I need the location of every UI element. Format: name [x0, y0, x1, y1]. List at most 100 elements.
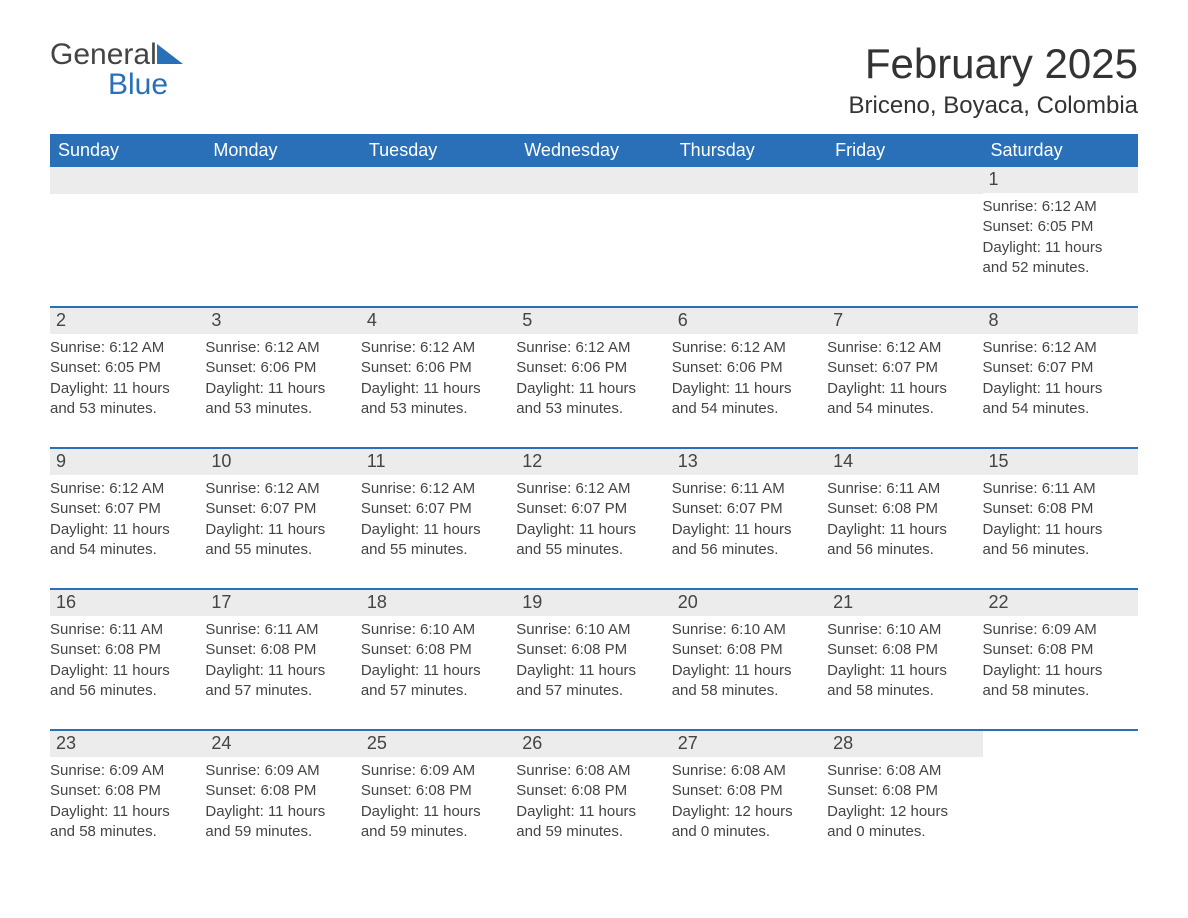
day-body: Sunrise: 6:11 AMSunset: 6:08 PMDaylight:…: [827, 475, 982, 564]
day-sunset: Sunset: 6:08 PM: [361, 781, 512, 801]
day-cell: [50, 167, 205, 282]
day-sunset: Sunset: 6:08 PM: [672, 781, 823, 801]
weekday-tuesday: Tuesday: [361, 134, 516, 167]
weeks-container: 1Sunrise: 6:12 AMSunset: 6:05 PMDaylight…: [50, 167, 1138, 846]
day-sunrise: Sunrise: 6:12 AM: [827, 338, 978, 358]
day-sunset: Sunset: 6:07 PM: [983, 358, 1134, 378]
day-daylight2: and 56 minutes.: [50, 681, 201, 701]
blank-day-bar: [361, 167, 516, 194]
day-sunrise: Sunrise: 6:09 AM: [205, 761, 356, 781]
calendar-grid: Sunday Monday Tuesday Wednesday Thursday…: [50, 134, 1138, 846]
day-body: Sunrise: 6:08 AMSunset: 6:08 PMDaylight:…: [672, 757, 827, 846]
day-daylight2: and 56 minutes.: [827, 540, 978, 560]
day-number: 16: [50, 590, 205, 616]
logo-text-blue: Blue: [50, 68, 168, 101]
day-cell: 12Sunrise: 6:12 AMSunset: 6:07 PMDayligh…: [516, 449, 671, 564]
day-daylight2: and 55 minutes.: [516, 540, 667, 560]
day-body: Sunrise: 6:12 AMSunset: 6:05 PMDaylight:…: [983, 193, 1138, 282]
day-sunset: Sunset: 6:07 PM: [205, 499, 356, 519]
day-daylight1: Daylight: 11 hours: [516, 520, 667, 540]
day-sunrise: Sunrise: 6:11 AM: [827, 479, 978, 499]
weekday-thursday: Thursday: [672, 134, 827, 167]
day-cell: [672, 167, 827, 282]
day-body: Sunrise: 6:08 AMSunset: 6:08 PMDaylight:…: [516, 757, 671, 846]
day-sunrise: Sunrise: 6:11 AM: [672, 479, 823, 499]
day-daylight2: and 56 minutes.: [672, 540, 823, 560]
day-sunrise: Sunrise: 6:12 AM: [983, 338, 1134, 358]
day-cell: 17Sunrise: 6:11 AMSunset: 6:08 PMDayligh…: [205, 590, 360, 705]
day-cell: 28Sunrise: 6:08 AMSunset: 6:08 PMDayligh…: [827, 731, 982, 846]
day-number: 21: [827, 590, 982, 616]
day-daylight1: Daylight: 11 hours: [516, 661, 667, 681]
day-daylight2: and 53 minutes.: [361, 399, 512, 419]
day-body: Sunrise: 6:09 AMSunset: 6:08 PMDaylight:…: [205, 757, 360, 846]
day-daylight2: and 54 minutes.: [983, 399, 1134, 419]
day-daylight1: Daylight: 11 hours: [983, 661, 1134, 681]
day-cell: 2Sunrise: 6:12 AMSunset: 6:05 PMDaylight…: [50, 308, 205, 423]
weekday-saturday: Saturday: [983, 134, 1138, 167]
day-sunset: Sunset: 6:08 PM: [827, 499, 978, 519]
day-daylight1: Daylight: 11 hours: [827, 379, 978, 399]
day-sunset: Sunset: 6:08 PM: [361, 640, 512, 660]
day-body: Sunrise: 6:10 AMSunset: 6:08 PMDaylight:…: [827, 616, 982, 705]
day-sunset: Sunset: 6:08 PM: [50, 640, 201, 660]
day-daylight2: and 56 minutes.: [983, 540, 1134, 560]
day-sunrise: Sunrise: 6:12 AM: [205, 479, 356, 499]
day-cell: 11Sunrise: 6:12 AMSunset: 6:07 PMDayligh…: [361, 449, 516, 564]
day-sunset: Sunset: 6:08 PM: [672, 640, 823, 660]
day-cell: 25Sunrise: 6:09 AMSunset: 6:08 PMDayligh…: [361, 731, 516, 846]
day-body: Sunrise: 6:09 AMSunset: 6:08 PMDaylight:…: [50, 757, 205, 846]
day-sunrise: Sunrise: 6:12 AM: [983, 197, 1134, 217]
day-sunrise: Sunrise: 6:11 AM: [983, 479, 1134, 499]
day-sunset: Sunset: 6:08 PM: [983, 499, 1134, 519]
day-number: 11: [361, 449, 516, 475]
day-cell: [205, 167, 360, 282]
day-number: 2: [50, 308, 205, 334]
day-sunset: Sunset: 6:07 PM: [672, 499, 823, 519]
day-cell: [361, 167, 516, 282]
day-cell: 6Sunrise: 6:12 AMSunset: 6:06 PMDaylight…: [672, 308, 827, 423]
title-block: February 2025 Briceno, Boyaca, Colombia: [849, 40, 1138, 120]
day-number: 6: [672, 308, 827, 334]
day-sunset: Sunset: 6:08 PM: [516, 781, 667, 801]
day-cell: 16Sunrise: 6:11 AMSunset: 6:08 PMDayligh…: [50, 590, 205, 705]
day-number: 15: [983, 449, 1138, 475]
week-row: 2Sunrise: 6:12 AMSunset: 6:05 PMDaylight…: [50, 306, 1138, 423]
day-daylight2: and 57 minutes.: [516, 681, 667, 701]
day-daylight1: Daylight: 11 hours: [983, 520, 1134, 540]
day-cell: 8Sunrise: 6:12 AMSunset: 6:07 PMDaylight…: [983, 308, 1138, 423]
day-body: Sunrise: 6:11 AMSunset: 6:08 PMDaylight:…: [50, 616, 205, 705]
day-daylight2: and 0 minutes.: [827, 822, 978, 842]
day-number: 22: [983, 590, 1138, 616]
day-sunrise: Sunrise: 6:08 AM: [672, 761, 823, 781]
day-sunrise: Sunrise: 6:12 AM: [516, 338, 667, 358]
day-daylight2: and 58 minutes.: [672, 681, 823, 701]
day-sunset: Sunset: 6:06 PM: [672, 358, 823, 378]
blank-day-bar: [516, 167, 671, 194]
day-sunrise: Sunrise: 6:09 AM: [50, 761, 201, 781]
day-body: Sunrise: 6:12 AMSunset: 6:06 PMDaylight:…: [672, 334, 827, 423]
day-sunset: Sunset: 6:07 PM: [516, 499, 667, 519]
day-sunset: Sunset: 6:08 PM: [827, 781, 978, 801]
day-cell: 18Sunrise: 6:10 AMSunset: 6:08 PMDayligh…: [361, 590, 516, 705]
day-cell: [827, 167, 982, 282]
day-cell: 21Sunrise: 6:10 AMSunset: 6:08 PMDayligh…: [827, 590, 982, 705]
day-cell: 4Sunrise: 6:12 AMSunset: 6:06 PMDaylight…: [361, 308, 516, 423]
day-body: Sunrise: 6:10 AMSunset: 6:08 PMDaylight:…: [516, 616, 671, 705]
day-daylight1: Daylight: 11 hours: [361, 802, 512, 822]
day-sunrise: Sunrise: 6:11 AM: [205, 620, 356, 640]
day-number: 25: [361, 731, 516, 757]
day-daylight1: Daylight: 11 hours: [361, 661, 512, 681]
day-sunrise: Sunrise: 6:10 AM: [361, 620, 512, 640]
day-sunset: Sunset: 6:08 PM: [516, 640, 667, 660]
day-sunrise: Sunrise: 6:12 AM: [50, 479, 201, 499]
day-body: Sunrise: 6:12 AMSunset: 6:07 PMDaylight:…: [827, 334, 982, 423]
day-daylight2: and 53 minutes.: [516, 399, 667, 419]
day-sunset: Sunset: 6:06 PM: [516, 358, 667, 378]
day-sunrise: Sunrise: 6:11 AM: [50, 620, 201, 640]
day-daylight1: Daylight: 12 hours: [827, 802, 978, 822]
weekday-sunday: Sunday: [50, 134, 205, 167]
day-body: Sunrise: 6:10 AMSunset: 6:08 PMDaylight:…: [361, 616, 516, 705]
day-number: 13: [672, 449, 827, 475]
day-daylight1: Daylight: 11 hours: [50, 661, 201, 681]
